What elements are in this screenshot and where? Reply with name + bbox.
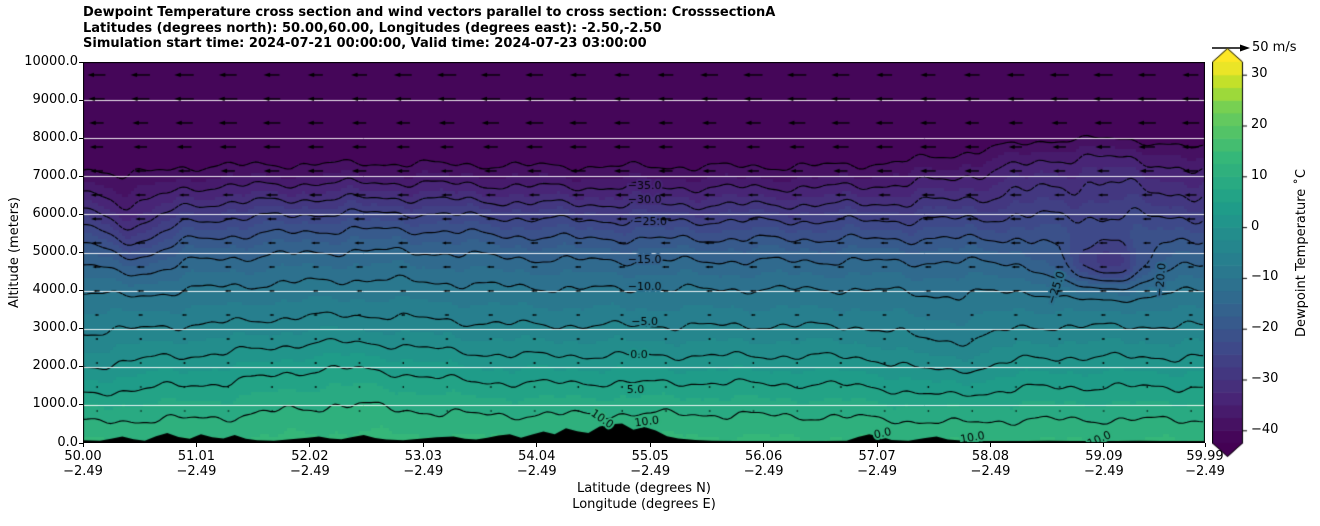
y-tick-mark — [79, 99, 83, 101]
x-tick-longitude: −2.49 — [630, 464, 671, 479]
x-tick-label: 51.01 −2.49 — [151, 449, 241, 479]
x-tick-latitude: 51.01 — [177, 449, 216, 464]
colorbar-tick-label: −20 — [1251, 320, 1279, 336]
cross-section-canvas — [83, 62, 1205, 443]
x-tick-mark — [1204, 443, 1206, 447]
y-tick-mark — [79, 252, 83, 253]
y-tick-label: 4000.0 — [32, 282, 79, 298]
x-tick-mark — [649, 443, 651, 447]
title-line-1: Dewpoint Temperature cross section and w… — [83, 5, 776, 20]
y-tick-label: 3000.0 — [32, 320, 79, 336]
x-tick-longitude: −2.49 — [970, 464, 1011, 479]
x-tick-mark — [536, 443, 538, 447]
x-tick-mark — [422, 443, 424, 447]
x-tick-longitude: −2.49 — [1083, 464, 1124, 479]
y-tick-mark — [79, 137, 83, 139]
colorbar-tick-label: 20 — [1251, 117, 1268, 132]
x-tick-mark — [309, 443, 311, 447]
x-tick-latitude: 59.99 — [1186, 449, 1224, 464]
x-tick-mark — [876, 443, 878, 447]
x-axis-label-line-1: Latitude (degrees N) — [577, 481, 711, 496]
x-tick-mark — [1103, 443, 1105, 447]
y-tick-label: 2000.0 — [32, 358, 79, 374]
colorbar — [1212, 48, 1250, 460]
x-axis-label-line-2: Longitude (degrees E) — [572, 496, 716, 512]
x-tick-longitude: −2.49 — [1185, 464, 1225, 479]
x-tick-label: 59.99 −2.49 — [1160, 449, 1250, 479]
x-axis-label: Latitude (degrees N) Longitude (degrees … — [83, 481, 1205, 512]
y-tick-label: 0.0 — [57, 434, 78, 450]
x-tick-latitude: 50.00 — [64, 449, 102, 464]
x-tick-label: 56.06 −2.49 — [719, 449, 809, 479]
x-tick-label: 52.02 −2.49 — [265, 449, 355, 479]
y-tick-label: 10000.0 — [24, 53, 78, 69]
plot-area — [83, 62, 1205, 443]
y-tick-label: 9000.0 — [32, 91, 79, 107]
colorbar-label: Dewpoint Temperature ˚C — [1292, 62, 1310, 443]
x-tick-longitude: −2.49 — [857, 464, 897, 479]
y-tick-mark — [79, 366, 83, 368]
x-tick-latitude: 59.09 — [1085, 449, 1123, 464]
x-tick-label: 50.00 −2.49 — [38, 449, 128, 479]
x-tick-latitude: 56.06 — [745, 449, 783, 464]
y-tick-mark — [79, 213, 83, 215]
y-tick-label: 7000.0 — [32, 167, 79, 183]
x-tick-label: 55.05 −2.49 — [605, 449, 695, 479]
y-tick-label: 6000.0 — [32, 205, 79, 221]
x-tick-longitude: −2.49 — [63, 464, 103, 479]
colorbar-label-text: Dewpoint Temperature ˚C — [1293, 168, 1309, 337]
x-tick-latitude: 53.03 — [404, 449, 442, 464]
title-line-3: Simulation start time: 2024-07-21 00:00:… — [83, 36, 647, 51]
quiver-key-label: 50 m/s — [1252, 40, 1297, 55]
x-tick-longitude: −2.49 — [516, 464, 557, 479]
colorbar-tick-label: 0 — [1251, 218, 1260, 234]
x-tick-longitude: −2.49 — [176, 464, 217, 479]
x-tick-mark — [82, 443, 84, 447]
x-tick-label: 57.07 −2.49 — [832, 449, 922, 479]
y-tick-label: 5000.0 — [32, 244, 79, 259]
x-tick-label: 59.09 −2.49 — [1059, 449, 1149, 479]
x-tick-latitude: 57.07 — [858, 449, 896, 464]
colorbar-tick-label: −10 — [1251, 269, 1279, 285]
colorbar-tick-label: −40 — [1251, 421, 1279, 437]
chart-title-block: Dewpoint Temperature cross section and w… — [83, 5, 775, 52]
x-tick-latitude: 54.04 — [518, 449, 556, 464]
x-tick-latitude: 52.02 — [291, 449, 329, 464]
y-tick-label: 1000.0 — [32, 396, 79, 412]
colorbar-tick-label: 10 — [1251, 167, 1268, 183]
x-tick-label: 58.08 −2.49 — [945, 449, 1035, 479]
x-tick-mark — [763, 443, 765, 447]
x-tick-latitude: 58.08 — [971, 449, 1010, 464]
y-tick-mark — [79, 175, 83, 177]
colorbar-tick-label: −30 — [1251, 371, 1279, 386]
y-tick-mark — [79, 442, 83, 444]
y-tick-mark — [79, 61, 83, 63]
x-tick-longitude: −2.49 — [743, 464, 784, 479]
x-tick-label: 53.03 −2.49 — [378, 449, 468, 479]
y-tick-label: 8000.0 — [32, 129, 79, 145]
y-tick-mark — [79, 404, 83, 406]
colorbar-tick-label: 30 — [1251, 66, 1268, 82]
y-tick-mark — [79, 328, 83, 330]
x-tick-mark — [195, 443, 197, 447]
y-tick-mark — [79, 290, 83, 292]
x-tick-longitude: −2.49 — [403, 464, 444, 479]
title-line-2: Latitudes (degrees north): 50.00,60.00, … — [83, 20, 662, 36]
x-tick-label: 54.04 −2.49 — [492, 449, 582, 479]
x-tick-latitude: 55.05 — [631, 449, 669, 464]
x-tick-longitude: −2.49 — [289, 464, 330, 479]
x-tick-mark — [989, 443, 991, 447]
